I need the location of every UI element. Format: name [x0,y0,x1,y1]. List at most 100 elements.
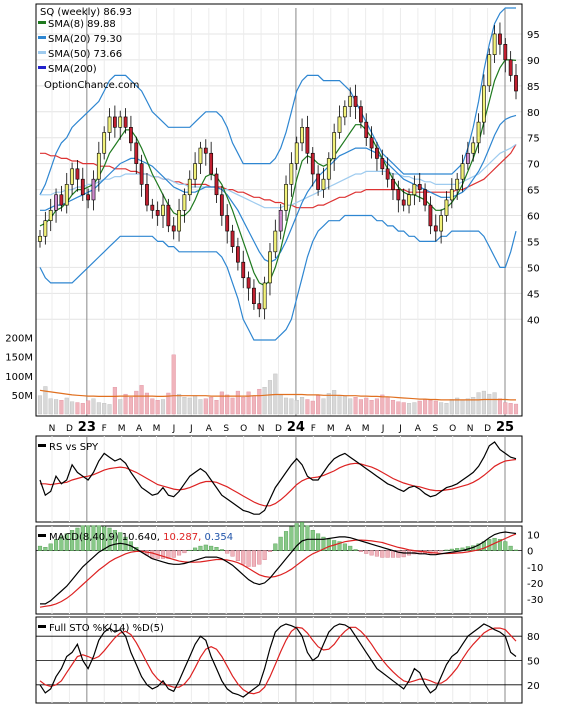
macd-histogram-bar [321,536,326,551]
month-label: M [327,424,335,434]
macd-histogram-bar [75,527,80,551]
volume-bar [417,400,422,415]
macd-histogram-bar [342,543,347,551]
candle-body [278,210,283,232]
macd-histogram-bar [294,523,299,551]
legend-sma50: SMA(50) 73.66 [48,49,122,60]
volume-bar [412,402,417,415]
candle-body [214,173,219,196]
volume-bar [358,399,363,415]
volume-bar [503,402,508,415]
sto-legend-swatch [38,625,46,628]
macd-panel: 10 0 -10 -20 -30 MACD(8,40,9) 10.640, 10.287… [35,522,543,615]
volume-bar [316,395,321,415]
macd-histogram-bar [225,550,230,554]
macd-histogram-bar [283,531,289,551]
legend-swatch-sma8 [38,21,46,24]
volume-panel: 50M 100M 150M 200M [5,334,519,415]
volume-bar [460,400,465,415]
candle-body [476,121,481,144]
macd-histogram-bar [241,550,246,565]
volume-bar [251,395,256,415]
macd-histogram-bar [316,533,321,551]
candle-body [219,194,224,216]
candle-body [471,142,476,154]
macd-histogram-bar [348,545,353,551]
candle-body [294,142,299,164]
volume-axis: 50M 100M 150M 200M [5,334,33,402]
volume-bar [241,397,246,415]
macd-histogram-bar [160,550,166,559]
macd-histogram-bar [209,545,214,551]
macd-tick-label: 0 [527,547,533,558]
sto-panel: 80 50 20 Full STO %K(14) %D(5) [35,616,540,704]
month-label: F [102,424,107,434]
macd-histogram-bar [198,545,203,551]
candle-body [80,178,85,196]
volume-tick-label: 200M [5,334,33,345]
month-label: M [118,424,126,434]
macd-histogram-bar [43,547,48,551]
volume-bar [369,400,374,415]
macd-histogram-bar [300,522,305,551]
candle-body [455,178,460,190]
volume-bar [428,400,433,415]
candle-body [380,158,385,170]
volume-bar [177,393,182,415]
volume-bar [219,391,224,415]
volume-bar [225,394,230,415]
candle-body [289,163,294,185]
macd-histogram-bar [48,543,53,551]
volume-bar [455,397,460,415]
candle-body [444,199,449,216]
volume-bar [193,395,198,415]
macd-hist-value: 0.354 [204,532,233,543]
macd-histogram-bar [187,549,192,551]
volume-bar [321,398,326,415]
candle-body [230,230,235,247]
volume-bar [182,397,187,415]
rs-average-line [40,458,517,507]
month-label: N [258,424,265,434]
macd-histogram-bar [193,547,198,551]
macd-histogram-bar [219,549,224,551]
rs-series [39,436,517,522]
volume-bar [487,393,492,415]
volume-bar [342,396,347,415]
macd-histogram-bar [358,550,363,552]
volume-bar [497,398,503,415]
macd-histogram-bar [118,532,123,551]
candle-body [417,184,422,190]
legend-swatch-sma200 [38,66,46,69]
macd-histogram-bar [380,550,385,558]
candle-body [96,152,101,180]
candle-body [396,189,401,201]
candle-body [498,33,502,45]
sto-k-line [39,623,517,698]
price-panel: 40 45 50 55 60 65 70 75 80 85 90 95 SQ (weekly) 86.… [35,3,540,435]
volume-bar [160,399,166,415]
macd-legend-swatch [38,534,46,537]
volume-bar [289,398,294,415]
price-tick-label: 70 [527,160,540,171]
volume-bar [214,400,219,415]
volume-bar [123,393,128,415]
legend-sma20: SMA(20) 79.30 [48,34,122,45]
month-label: 23 [78,420,96,435]
macd-histogram-bar [449,548,454,551]
sma8-line [39,59,517,287]
month-label: A [136,424,143,434]
month-label: O [240,424,247,434]
candle-body [305,127,310,154]
macd-histogram-bar [385,550,390,558]
candle-body [198,147,203,164]
legend-sma200: SMA(200) [48,64,97,75]
sto-tick-label: 20 [527,681,540,692]
month-label: M [362,424,370,434]
macd-histogram-bar [112,530,117,551]
macd-histogram-bar [326,539,331,551]
candle-body [177,210,181,232]
sma50-line [40,143,517,209]
volume-bar [364,397,369,415]
month-label: S [432,424,438,434]
